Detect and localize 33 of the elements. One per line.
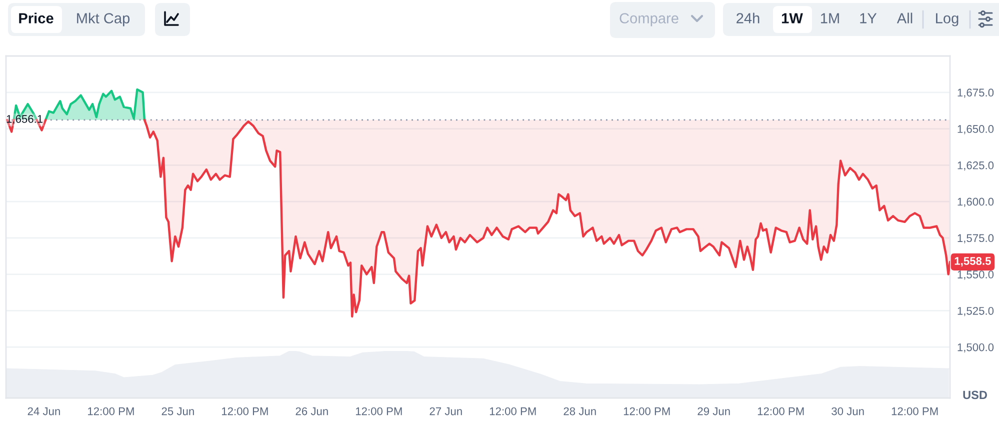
x-tick-label: 24 Jun <box>28 407 60 416</box>
x-tick-label: 12:00 PM <box>892 407 938 416</box>
y-tick-label: 1,575.0 <box>958 234 994 244</box>
x-tick-label: 12:00 PM <box>624 407 670 416</box>
y-axis-title: USD <box>963 390 987 400</box>
x-tick-label: 30 Jun <box>832 407 864 416</box>
text: 1Y <box>860 13 877 24</box>
x-tick-label: 12:00 PM <box>88 407 134 416</box>
text: 1W <box>782 13 803 24</box>
annotation: 1,558.5 <box>954 257 991 267</box>
x-tick-label: 28 Jun <box>564 407 596 416</box>
y-tick-label: 1,625.0 <box>958 161 994 171</box>
x-tick-label: 12:00 PM <box>356 407 402 416</box>
y-tick-label: 1,675.0 <box>958 88 994 98</box>
text: Compare <box>620 13 678 26</box>
x-tick-label: 26 Jun <box>296 407 328 416</box>
text: 24h <box>736 12 760 24</box>
text: Log <box>936 13 958 26</box>
x-tick-label: 12:00 PM <box>222 407 268 416</box>
y-tick-label: 1,650.0 <box>958 125 994 134</box>
y-tick-label: 1,550.0 <box>958 270 994 280</box>
y-tick-label: 1,500.0 <box>958 343 994 353</box>
text: 1M <box>820 13 839 24</box>
x-tick-label: 29 Jun <box>698 407 730 416</box>
x-tick-label: 25 Jun <box>162 407 194 416</box>
y-tick-label: 1,600.0 <box>958 198 994 207</box>
y-tick-label: 1,525.0 <box>958 306 994 316</box>
text: All <box>896 12 912 24</box>
x-tick-label: 12:00 PM <box>490 407 536 416</box>
text: Mkt Cap <box>77 12 130 26</box>
x-tick-label: 27 Jun <box>430 407 462 416</box>
text: Price <box>19 12 54 24</box>
x-tick-label: 12:00 PM <box>758 407 804 416</box>
